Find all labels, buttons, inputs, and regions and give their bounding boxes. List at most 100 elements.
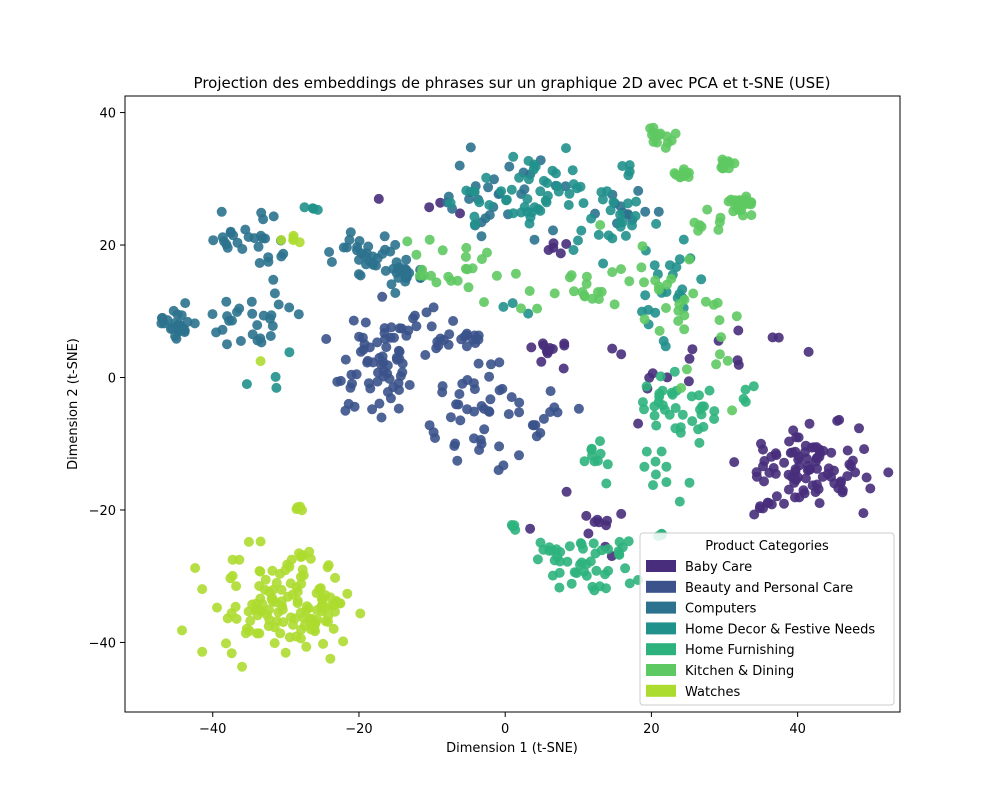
data-point [323,610,334,621]
data-point [727,405,738,416]
data-point [598,258,609,269]
data-point [328,623,339,634]
data-point [254,566,265,576]
data-point [576,539,587,550]
data-point [464,194,475,204]
data-point [651,218,662,229]
data-point [624,276,635,287]
x-axis: −40 −20 0 20 40 [199,712,806,737]
data-point [494,441,505,452]
data-point [417,264,428,275]
data-point [241,379,252,390]
data-point [401,330,412,341]
data-point [321,334,332,344]
data-point [576,225,587,236]
data-point [411,321,422,332]
data-point [234,554,245,565]
series-1 [321,291,584,476]
data-point [650,469,661,480]
data-point [595,436,605,447]
data-point [296,551,307,562]
data-point [814,498,825,509]
data-point [484,210,495,220]
data-point [424,234,435,245]
data-point [452,455,463,466]
data-point [507,298,518,309]
data-point [650,307,661,318]
legend-items: Baby Care Beauty and Personal Care Compute… [646,560,875,700]
data-point [219,236,229,247]
data-point [678,234,689,245]
data-point [276,235,287,245]
data-point [268,274,279,285]
data-point [811,479,822,490]
data-point [758,461,768,472]
data-point [688,288,699,299]
data-point [593,287,603,297]
data-point [453,399,464,410]
legend-entry: Beauty and Personal Care [646,580,853,596]
data-point [461,242,472,253]
data-point [278,617,289,628]
data-point [263,256,274,267]
data-point [463,282,474,293]
data-point [474,445,485,455]
data-point [568,245,579,255]
data-point [649,410,660,421]
data-point [608,197,619,207]
data-point [579,456,590,467]
y-tick-label: 20 [99,239,116,254]
data-point [595,220,606,230]
data-point [372,376,383,387]
data-point [678,164,689,175]
data-point [576,557,587,568]
data-point [324,247,335,257]
data-point [771,491,782,502]
data-point [367,404,378,415]
data-point [583,528,594,539]
data-point [484,406,495,417]
data-point [228,230,239,241]
data-point [345,227,356,238]
data-point [554,567,565,578]
data-point [455,208,465,219]
data-point [301,641,312,652]
data-point [254,258,265,268]
data-point [284,347,295,358]
data-point [277,604,288,615]
y-tick-label: −20 [89,504,116,519]
data-point [360,317,371,328]
data-point [365,383,376,394]
data-point [247,329,258,340]
data-point [716,332,727,343]
data-point [252,320,263,331]
data-point [714,349,725,360]
data-point [686,391,697,402]
data-point [177,625,187,636]
data-point [514,172,525,183]
data-point [847,455,858,466]
data-point [526,342,537,353]
data-point [484,371,495,382]
data-point [391,352,402,363]
plot-frame [124,95,901,713]
data-point [526,207,537,218]
data-point [670,128,681,139]
data-point [443,271,454,282]
data-point [180,298,191,309]
data-point [528,420,539,431]
data-point [462,375,473,385]
data-point [639,277,649,288]
data-point [276,584,287,595]
data-point [280,647,291,658]
data-point [861,472,872,483]
data-point [461,185,472,196]
data-point [883,467,894,478]
data-point [271,577,282,588]
data-point [842,471,853,482]
data-point [335,375,346,386]
x-axis-label: Dimension 1 (t-SNE) [446,741,578,756]
data-point [590,548,601,559]
data-point [800,473,811,484]
x-tick-label: 40 [789,722,806,737]
